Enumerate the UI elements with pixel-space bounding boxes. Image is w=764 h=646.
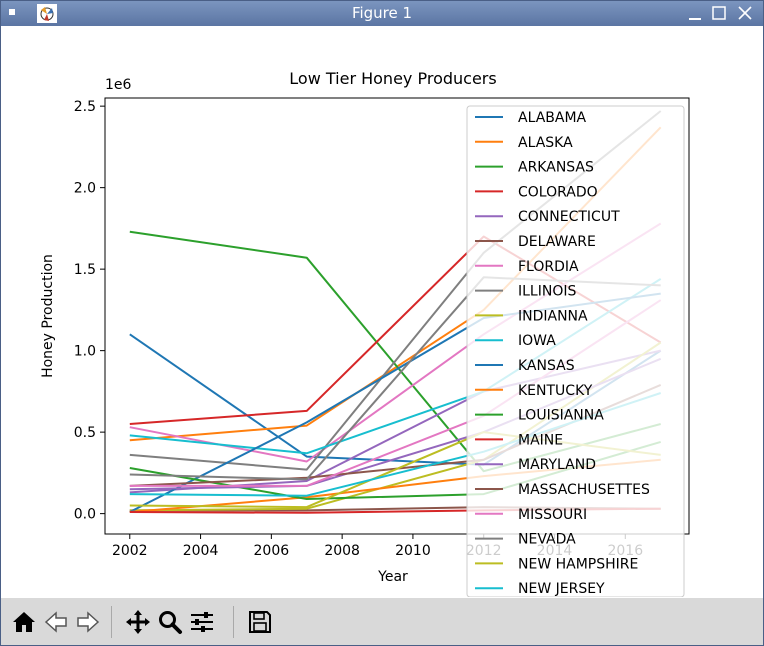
legend-entry: NEW JERSEY bbox=[518, 581, 605, 597]
x-axis-label: Year bbox=[377, 569, 408, 585]
legend-entry: MAINE bbox=[518, 432, 563, 448]
pan-icon bbox=[126, 610, 150, 634]
y-tick-label: 2.5 bbox=[74, 99, 96, 115]
x-tick-label: 2010 bbox=[395, 543, 431, 559]
close-icon[interactable] bbox=[737, 5, 753, 21]
y-tick-label: 2.0 bbox=[74, 181, 96, 197]
legend-entry: ALASKA bbox=[518, 135, 573, 151]
y-tick-label: 0.5 bbox=[74, 425, 96, 441]
legend-entry: LOUISIANNA bbox=[518, 408, 604, 424]
x-tick-label: 2004 bbox=[183, 543, 219, 559]
y-offset-text: 1e6 bbox=[105, 77, 132, 93]
window-title: Figure 1 bbox=[351, 4, 413, 22]
save-icon bbox=[249, 611, 271, 633]
legend-entry: CONNECTICUT bbox=[518, 209, 620, 225]
legend-entry: ALABAMA bbox=[518, 110, 587, 126]
axes-frame bbox=[104, 97, 690, 535]
title-bar: Figure 1 bbox=[1, 1, 763, 26]
y-axis-label: Honey Production bbox=[40, 254, 56, 378]
legend-entry: FLORDIA bbox=[518, 259, 579, 275]
figure-canvas[interactable]: 200220042006200820102012201420160.00.51.… bbox=[5, 26, 757, 598]
pan-button[interactable] bbox=[123, 607, 153, 637]
legend-entry: MARYLAND bbox=[518, 457, 596, 473]
legend-entry: NEVADA bbox=[518, 532, 576, 548]
legend-entry: INDIANNA bbox=[518, 308, 588, 324]
x-tick-label: 2006 bbox=[254, 543, 290, 559]
y-tick-label: 1.5 bbox=[74, 262, 96, 278]
legend-entry: IOWA bbox=[518, 333, 556, 349]
toolbar-separator bbox=[111, 606, 112, 638]
x-tick-label: 2002 bbox=[112, 543, 148, 559]
navigation-toolbar bbox=[1, 598, 763, 645]
legend-entry: ILLINOIS bbox=[518, 284, 576, 300]
legend-entry: MISSOURI bbox=[518, 507, 587, 523]
chart-title: Low Tier Honey Producers bbox=[289, 69, 496, 88]
legend-entry: NEW HAMPSHIRE bbox=[518, 556, 638, 572]
home-icon bbox=[13, 612, 35, 632]
legend-entry: MASSACHUSETTES bbox=[518, 482, 650, 498]
save-button[interactable] bbox=[245, 607, 275, 637]
back-button[interactable] bbox=[41, 607, 71, 637]
y-tick-label: 1.0 bbox=[74, 344, 96, 360]
zoom-button[interactable] bbox=[155, 607, 185, 637]
legend-entry: KANSAS bbox=[518, 358, 575, 374]
forward-button[interactable] bbox=[73, 607, 103, 637]
line-chart: 200220042006200820102012201420160.00.51.… bbox=[40, 69, 690, 598]
window-menu-icon[interactable] bbox=[9, 9, 15, 15]
maximize-icon[interactable] bbox=[711, 5, 727, 21]
legend-entry: KENTUCKY bbox=[518, 383, 593, 399]
configure-subplots-icon bbox=[191, 612, 213, 632]
zoom-icon bbox=[159, 611, 182, 634]
forward-arrow-icon bbox=[77, 611, 100, 633]
back-arrow-icon bbox=[44, 611, 67, 633]
home-button[interactable] bbox=[9, 607, 39, 637]
x-tick-label: 2008 bbox=[324, 543, 360, 559]
legend-entry: ARKANSAS bbox=[518, 160, 594, 176]
minimize-icon[interactable] bbox=[687, 5, 703, 21]
toolbar-separator bbox=[233, 606, 234, 638]
y-tick-label: 0.0 bbox=[74, 507, 96, 523]
configure-subplots-button[interactable] bbox=[187, 607, 217, 637]
legend-entry: COLORADO bbox=[518, 184, 598, 200]
legend-entry: DELAWARE bbox=[518, 234, 596, 250]
matplotlib-app-icon bbox=[37, 4, 57, 23]
legend: ALABAMA ALASKA ARKANSAS COLORADO CONNECTICUT… bbox=[466, 105, 685, 598]
